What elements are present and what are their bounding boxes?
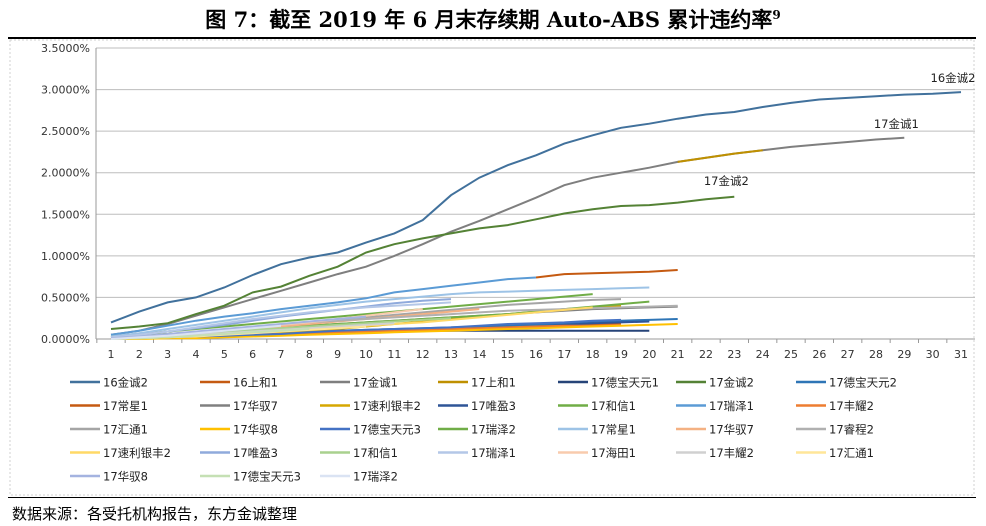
x-tick-label: 27 [841, 348, 855, 361]
legend-label: 17金诚1 [353, 376, 398, 390]
x-tick-label: 28 [869, 348, 883, 361]
legend-label: 17速利银丰2 [103, 446, 171, 460]
legend-label: 17金诚2 [709, 376, 754, 390]
legend-label: 17唯盈3 [471, 399, 516, 413]
series-line-3 [677, 149, 763, 163]
x-tick-label: 29 [897, 348, 911, 361]
legend-label: 17德宝天元1 [591, 376, 659, 390]
series-line-24 [110, 301, 452, 339]
y-tick-label: 1.0000% [41, 250, 90, 263]
legend-label: 17瑞泽2 [353, 470, 398, 484]
series-annotation: 17金诚2 [704, 174, 749, 188]
source-note: 数据来源：各受托机构报告，东方金诚整理 [12, 505, 298, 523]
x-tick-label: 18 [586, 348, 600, 361]
series-line-30 [110, 324, 282, 340]
y-tick-label: 1.5000% [41, 208, 90, 221]
legend-label: 17华驭7 [709, 423, 754, 437]
y-tick-label: 3.0000% [41, 84, 90, 97]
legend-label: 17和信1 [591, 399, 636, 413]
series-line-2 [110, 136, 905, 336]
series-line-18 [110, 286, 650, 338]
legend-label: 17常星1 [103, 399, 148, 413]
footnote-mark: 9 [772, 8, 781, 22]
legend-label: 17汇通1 [103, 423, 148, 437]
legend-label: 17德宝天元3 [353, 423, 421, 437]
legend-label: 17瑞泽2 [471, 423, 516, 437]
x-tick-label: 14 [472, 348, 486, 361]
series-line-5 [110, 195, 735, 330]
legend-label: 17海田1 [591, 446, 636, 460]
x-tick-label: 9 [334, 348, 341, 361]
x-tick-label: 22 [699, 348, 713, 361]
series-line-29 [110, 328, 310, 340]
x-tick-label: 13 [444, 348, 458, 361]
x-tick-label: 20 [642, 348, 656, 361]
chart-frame [9, 39, 975, 496]
legend-label: 17唯盈3 [233, 446, 278, 460]
x-tick-label: 26 [812, 348, 826, 361]
series-line-1 [535, 269, 678, 279]
x-tick-label: 25 [784, 348, 798, 361]
series-annotation: 17金诚1 [874, 117, 919, 131]
x-tick-label: 24 [756, 348, 770, 361]
x-tick-label: 12 [416, 348, 430, 361]
legend-label: 17常星1 [591, 423, 636, 437]
x-tick-label: 7 [278, 348, 285, 361]
legend-label: 17上和1 [471, 376, 516, 390]
figure-title: 图 7：截至 2019 年 6 月末存续期 Auto-ABS 累计违约率9 [0, 4, 986, 34]
x-tick-label: 6 [249, 348, 256, 361]
x-tick-label: 2 [136, 348, 143, 361]
legend-label: 17德宝天元2 [829, 376, 897, 390]
legend-label: 17华驭7 [233, 399, 278, 413]
x-tick-label: 16 [529, 348, 543, 361]
legend-label: 17丰耀2 [709, 446, 754, 460]
series-line-15 [111, 323, 678, 340]
line-chart: 0.0000% 0.5000% 1.0000% 1.5000% 2.0000% 2.500… [9, 39, 976, 496]
legend-label: 16上和1 [233, 376, 278, 390]
y-tick-label: 0.5000% [41, 291, 90, 304]
legend-label: 17德宝天元3 [233, 470, 301, 484]
x-tick-label: 23 [727, 348, 741, 361]
legend-label: 16金诚2 [103, 376, 148, 390]
series-line-28 [110, 315, 367, 340]
title-text: 图 7：截至 2019 年 6 月末存续期 Auto-ABS 累计违约率 [205, 7, 773, 32]
series-annotation: 16金诚2 [931, 71, 976, 85]
series-line-12 [110, 276, 537, 336]
x-tick-label: 8 [306, 348, 313, 361]
legend-label: 17瑞泽1 [471, 446, 516, 460]
x-tick-label: 11 [387, 348, 401, 361]
x-tick-label: 1 [108, 348, 115, 361]
x-tick-label: 30 [926, 348, 940, 361]
legend-label: 17华驭8 [233, 423, 278, 437]
x-tick-label: 5 [221, 348, 228, 361]
legend-label: 17和信1 [353, 446, 398, 460]
series-line-0 [110, 91, 962, 324]
y-tick-label: 0.0000% [41, 333, 90, 346]
x-tick-label: 21 [671, 348, 685, 361]
x-tick-label: 3 [164, 348, 171, 361]
legend-label: 17华驭8 [103, 470, 148, 484]
legend-label: 17瑞泽1 [709, 399, 754, 413]
legend-label: 17丰耀2 [829, 399, 874, 413]
x-tick-label: 10 [359, 348, 373, 361]
x-tick-label: 17 [557, 348, 571, 361]
x-tick-label: 15 [501, 348, 515, 361]
bottom-rule [8, 497, 976, 498]
y-tick-label: 2.0000% [41, 167, 90, 180]
legend-label: 17睿程2 [829, 423, 874, 437]
y-tick-label: 2.5000% [41, 125, 90, 138]
x-tick-label: 4 [193, 348, 200, 361]
x-tick-label: 31 [954, 348, 968, 361]
y-tick-label: 3.5000% [41, 42, 90, 55]
title-rule [8, 37, 976, 39]
legend-label: 17汇通1 [829, 446, 874, 460]
x-tick-label: 19 [614, 348, 628, 361]
legend-label: 17速利银丰2 [353, 399, 421, 413]
